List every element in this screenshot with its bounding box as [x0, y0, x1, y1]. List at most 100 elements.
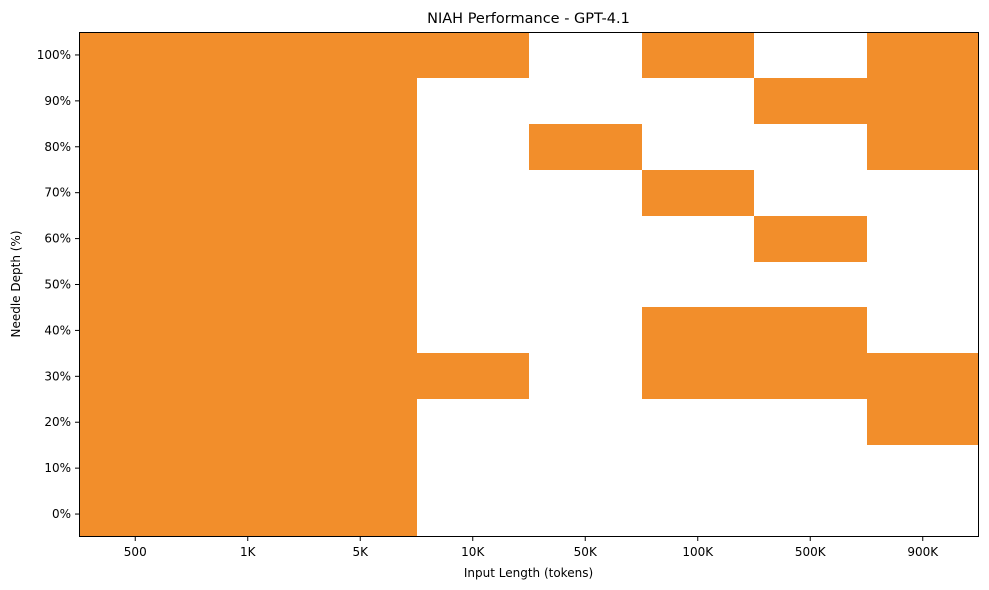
heatmap-cell: [529, 32, 642, 78]
heatmap-cell: [304, 216, 417, 262]
y-tick-label: 60%: [44, 232, 71, 246]
heatmap-cell: [867, 307, 979, 353]
heatmap-cell: [867, 491, 979, 537]
heatmap-cell: [529, 399, 642, 445]
y-tick-label: 10%: [44, 461, 71, 475]
x-tick-label: 10K: [461, 545, 485, 559]
heatmap-cell: [417, 78, 529, 124]
heatmap-cell: [304, 170, 417, 216]
heatmap-cell: [529, 124, 642, 170]
heatmap-cell: [754, 124, 867, 170]
heatmap-cell: [417, 32, 529, 78]
heatmap-cell: [417, 353, 529, 399]
heatmap-cell: [79, 399, 192, 445]
heatmap-cell: [867, 445, 979, 491]
heatmap-cell: [192, 491, 304, 537]
heatmap-cell: [304, 262, 417, 307]
heatmap-cell: [754, 32, 867, 78]
y-tick-label: 80%: [44, 140, 71, 154]
heatmap-cell: [642, 491, 754, 537]
heatmap-cell: [867, 124, 979, 170]
heatmap-cell: [79, 124, 192, 170]
heatmap-cell: [192, 307, 304, 353]
heatmap-cell: [79, 491, 192, 537]
heatmap-cell: [754, 262, 867, 307]
heatmap-cell: [79, 307, 192, 353]
x-tick-label: 500: [124, 545, 147, 559]
heatmap-cell: [529, 262, 642, 307]
heatmap-cell: [754, 78, 867, 124]
heatmap-cell: [529, 445, 642, 491]
heatmap-cell: [192, 124, 304, 170]
heatmap-cell: [529, 353, 642, 399]
heatmap-cell: [642, 353, 754, 399]
heatmap-cell: [642, 170, 754, 216]
heatmap-cell: [304, 445, 417, 491]
x-tick-label: 1K: [240, 545, 257, 559]
heatmap-cell: [529, 170, 642, 216]
heatmap-cell: [192, 170, 304, 216]
heatmap-cell: [417, 124, 529, 170]
heatmap-cell: [417, 307, 529, 353]
x-axis: 500 1K 5K 10K 50K 100K 500K 900K: [124, 537, 939, 559]
heatmap-cell: [79, 78, 192, 124]
x-axis-title: Input Length (tokens): [464, 566, 593, 580]
heatmap-cell: [417, 491, 529, 537]
y-tick-label: 30%: [44, 369, 71, 383]
y-tick-label: 0%: [52, 507, 71, 521]
heatmap-cell: [304, 399, 417, 445]
heatmap-cell: [867, 353, 979, 399]
heatmap-cell: [642, 124, 754, 170]
y-axis: 0% 10% 20% 30% 40% 50% 60% 70% 80% 90% 100%: [37, 48, 79, 521]
heatmap-cell: [642, 399, 754, 445]
heatmap-cell: [192, 399, 304, 445]
heatmap-cell: [79, 445, 192, 491]
heatmap-cell: [417, 262, 529, 307]
y-axis-title: Needle Depth (%): [9, 230, 23, 337]
heatmap-cell: [529, 78, 642, 124]
y-tick-label: 100%: [37, 48, 71, 62]
heatmap-cell: [79, 216, 192, 262]
heatmap-cell: [754, 170, 867, 216]
x-tick-label: 100K: [682, 545, 714, 559]
heatmap-cell: [304, 78, 417, 124]
heatmap-cell: [79, 170, 192, 216]
heatmap-cell: [417, 216, 529, 262]
heatmap-cell: [754, 307, 867, 353]
heatmap-cell: [192, 353, 304, 399]
heatmap-cell: [529, 307, 642, 353]
heatmap-cell: [79, 262, 192, 307]
heatmap-cell: [754, 353, 867, 399]
heatmap-cell: [192, 262, 304, 307]
heatmap-cell: [304, 32, 417, 78]
x-tick-label: 5K: [352, 545, 369, 559]
heatmap-cell: [642, 307, 754, 353]
y-tick-label: 50%: [44, 278, 71, 292]
heatmap-cell: [192, 78, 304, 124]
heatmap-cell: [642, 78, 754, 124]
heatmap-cell: [867, 399, 979, 445]
plot-frame: [79, 32, 979, 537]
heatmap-cell: [867, 170, 979, 216]
heatmap-cell: [642, 445, 754, 491]
heatmap-cell: [417, 399, 529, 445]
heatmap-cell: [754, 399, 867, 445]
heatmap-cell: [642, 262, 754, 307]
y-tick-label: 40%: [44, 323, 71, 337]
chart-title: NIAH Performance - GPT-4.1: [427, 11, 630, 27]
heatmap-cell: [192, 216, 304, 262]
heatmap-cell: [192, 445, 304, 491]
heatmap-cell: [867, 78, 979, 124]
heatmap-cell: [417, 445, 529, 491]
y-tick-label: 70%: [44, 186, 71, 200]
heatmap-cell: [304, 353, 417, 399]
heatmap-cell: [867, 262, 979, 307]
heatmap-cell: [642, 216, 754, 262]
heatmap-cell: [867, 216, 979, 262]
y-tick-label: 20%: [44, 415, 71, 429]
heatmap-cell: [79, 353, 192, 399]
x-tick-label: 50K: [574, 545, 598, 559]
heatmap-cell: [529, 491, 642, 537]
